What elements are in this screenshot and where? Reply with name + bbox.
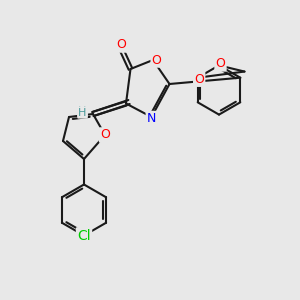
Text: Cl: Cl: [77, 229, 91, 242]
Text: O: O: [152, 53, 161, 67]
Text: O: O: [216, 57, 225, 70]
Text: O: O: [194, 73, 204, 86]
Text: H: H: [78, 107, 87, 118]
Text: H: H: [78, 106, 87, 116]
Text: O: O: [100, 128, 110, 142]
Text: O: O: [117, 38, 126, 52]
Text: N: N: [147, 112, 156, 125]
